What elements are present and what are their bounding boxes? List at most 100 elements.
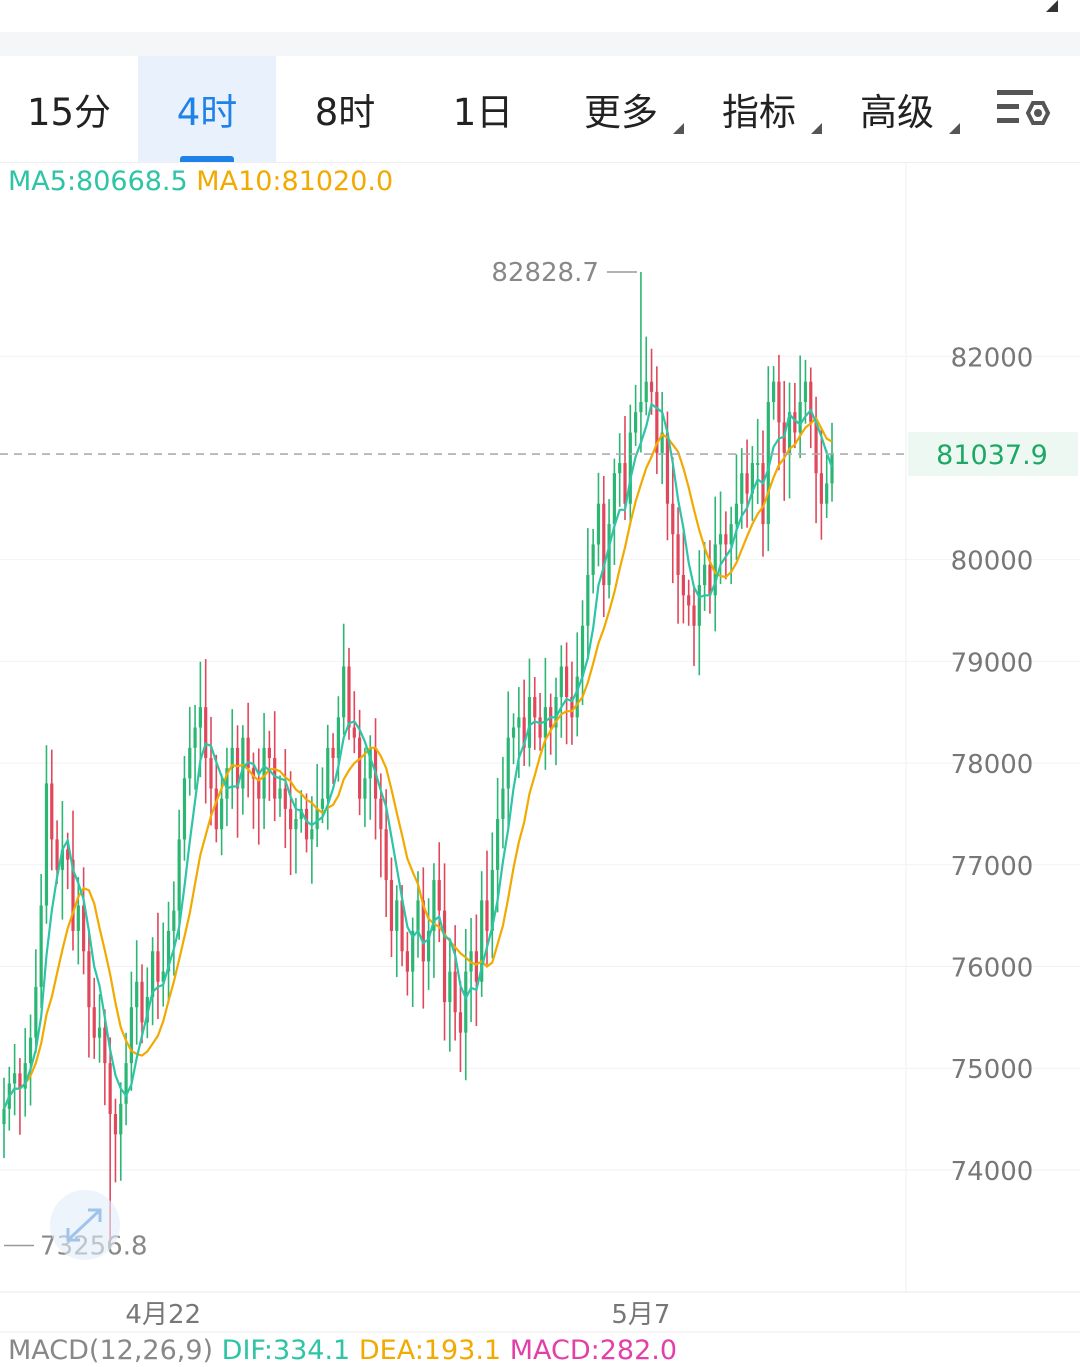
candle-body (209, 758, 213, 789)
candle-body (230, 747, 234, 769)
candle-body (368, 747, 372, 779)
y-tick-label: 75000 (951, 1055, 1034, 1085)
tab-indicators[interactable]: 指标 (690, 56, 828, 162)
candle-body (97, 1027, 102, 1038)
y-tick-label: 79000 (951, 648, 1034, 678)
candle-body (427, 930, 431, 962)
candle-body (389, 880, 394, 931)
candle-body (235, 747, 240, 789)
candle-body (124, 1063, 128, 1104)
candle-body (814, 422, 818, 474)
zoom-button[interactable] (50, 1190, 120, 1260)
candle-body (639, 402, 643, 413)
candle-body (172, 910, 176, 931)
current-price-label: 81037.9 (936, 440, 1048, 471)
candle-body (734, 503, 739, 525)
candle-body (660, 432, 664, 453)
candle-body (559, 666, 563, 697)
candle-body (602, 503, 606, 586)
tab-label: 15分 (26, 91, 112, 134)
candle-body (331, 747, 335, 759)
ma-legend: MA5:80668.5 MA10:81020.0 (8, 166, 393, 197)
tab-label: 1日 (452, 91, 514, 134)
candle-body (437, 880, 441, 911)
candle-body (66, 849, 70, 860)
y-tick-label: 76000 (951, 954, 1034, 984)
candle-body (384, 829, 388, 881)
candle-body (756, 463, 760, 466)
candle-body (554, 696, 558, 728)
candle-body (119, 1103, 123, 1135)
candle-body (28, 1037, 33, 1064)
candle-body (740, 473, 744, 504)
tab-4h[interactable]: 4时 (138, 56, 276, 162)
tab-1d[interactable]: 1日 (414, 56, 552, 162)
candle-body (687, 595, 691, 606)
y-tick-label: 80000 (951, 547, 1034, 577)
candle-body (490, 869, 494, 931)
candle-body (193, 727, 197, 748)
candle-body (18, 1073, 22, 1089)
kline-chart[interactable]: 82000 80000 79000 78000 77000 76000 75000 74000… (0, 163, 1080, 1367)
candle-body (400, 900, 404, 952)
candle-body (819, 473, 823, 504)
dropdown-caret-icon (949, 123, 960, 134)
candle-body (405, 951, 409, 972)
candle-body (82, 905, 86, 952)
candle-body (113, 1114, 118, 1135)
candle-body (793, 412, 797, 433)
ma10-line (2, 416, 833, 1110)
candle-body (188, 747, 192, 779)
current-price-badge (908, 432, 1078, 477)
y-tick-label: 74000 (951, 1157, 1034, 1187)
candle-body (241, 737, 245, 789)
tab-8h[interactable]: 8时 (276, 56, 414, 162)
y-tick-label: 78000 (951, 750, 1034, 780)
candle-body (299, 808, 303, 820)
candle-body (177, 839, 181, 911)
tab-label: 更多 (584, 91, 658, 134)
candle-body (294, 819, 298, 830)
x-tick-label: 4月22 (125, 1300, 201, 1330)
candle-body (336, 717, 340, 759)
candle-body (347, 666, 351, 728)
candle-body (262, 747, 266, 799)
candle-body (708, 564, 712, 596)
candle-body (442, 910, 447, 1003)
candle-body (13, 1073, 17, 1084)
candle-body (591, 544, 595, 575)
tab-advanced[interactable]: 高级 (828, 56, 966, 162)
macd-dea-value: DEA:193.1 (358, 1335, 502, 1366)
candle-body (358, 737, 362, 799)
tab-label: 指标 (722, 91, 796, 134)
candle-body (538, 717, 542, 738)
candle-body (315, 808, 319, 830)
tab-label: 8时 (314, 91, 376, 134)
tab-label: 4时 (176, 91, 238, 134)
candle-body (246, 737, 250, 769)
candle-body (655, 391, 659, 453)
x-tick-label: 5月7 (611, 1300, 670, 1330)
candle-body (283, 788, 287, 809)
candle-body (251, 768, 256, 779)
candle-body (161, 971, 165, 982)
candle-body (34, 986, 38, 1038)
candle-body (198, 707, 202, 728)
candle-body (745, 473, 749, 494)
candle-body (718, 534, 723, 545)
candle-body (580, 625, 585, 677)
candle-body (76, 905, 80, 931)
dropdown-caret-icon (811, 123, 822, 134)
candle-body (570, 696, 574, 718)
candle-body (411, 930, 415, 972)
candle-body (267, 747, 271, 759)
candle-body (665, 432, 670, 504)
candle-body (214, 788, 218, 830)
candle-body (151, 951, 155, 998)
candle-body (352, 727, 356, 738)
candle-body (825, 483, 829, 504)
candle-body (803, 381, 808, 403)
tab-15min[interactable]: 15分 (0, 56, 138, 162)
chart-settings-icon[interactable] (995, 86, 1051, 134)
tab-more[interactable]: 更多 (552, 56, 690, 162)
